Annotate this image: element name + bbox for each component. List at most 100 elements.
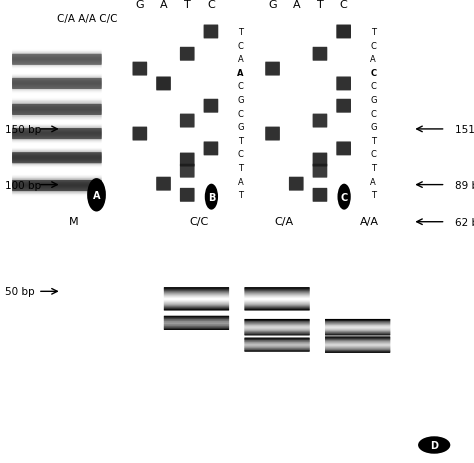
FancyBboxPatch shape	[245, 288, 310, 289]
FancyBboxPatch shape	[325, 349, 390, 350]
FancyBboxPatch shape	[12, 126, 102, 130]
FancyBboxPatch shape	[313, 164, 327, 178]
FancyBboxPatch shape	[164, 299, 229, 300]
FancyBboxPatch shape	[325, 350, 390, 351]
FancyBboxPatch shape	[325, 330, 390, 331]
FancyBboxPatch shape	[12, 113, 102, 116]
FancyBboxPatch shape	[164, 288, 229, 289]
FancyBboxPatch shape	[325, 322, 390, 323]
FancyBboxPatch shape	[325, 347, 390, 348]
Text: G: G	[136, 0, 144, 10]
FancyBboxPatch shape	[325, 348, 390, 349]
FancyBboxPatch shape	[245, 309, 310, 311]
FancyBboxPatch shape	[12, 78, 102, 82]
FancyBboxPatch shape	[12, 105, 102, 109]
Text: 100 bp: 100 bp	[5, 180, 41, 190]
Text: T: T	[371, 137, 376, 145]
Text: A: A	[237, 69, 244, 78]
Text: T: T	[238, 191, 243, 200]
FancyBboxPatch shape	[265, 63, 280, 76]
FancyBboxPatch shape	[12, 104, 102, 108]
FancyBboxPatch shape	[245, 346, 310, 347]
Text: C: C	[207, 0, 215, 10]
FancyBboxPatch shape	[164, 309, 229, 311]
FancyBboxPatch shape	[245, 344, 310, 345]
FancyBboxPatch shape	[164, 316, 229, 317]
FancyBboxPatch shape	[245, 322, 310, 324]
FancyBboxPatch shape	[85, 318, 115, 324]
FancyBboxPatch shape	[12, 59, 102, 63]
FancyBboxPatch shape	[325, 324, 390, 325]
Text: M: M	[69, 217, 78, 227]
FancyBboxPatch shape	[12, 151, 102, 156]
Text: C/C: C/C	[190, 217, 209, 227]
Text: A: A	[237, 177, 244, 186]
FancyBboxPatch shape	[245, 347, 310, 348]
FancyBboxPatch shape	[164, 305, 229, 307]
Text: T: T	[238, 137, 243, 145]
FancyBboxPatch shape	[85, 266, 115, 272]
FancyBboxPatch shape	[325, 345, 390, 347]
FancyBboxPatch shape	[245, 293, 310, 295]
Text: C: C	[237, 109, 244, 119]
FancyBboxPatch shape	[245, 328, 310, 329]
Text: C: C	[370, 150, 376, 159]
FancyBboxPatch shape	[12, 109, 102, 113]
FancyBboxPatch shape	[12, 56, 102, 60]
FancyBboxPatch shape	[12, 162, 102, 166]
FancyBboxPatch shape	[325, 327, 390, 329]
FancyBboxPatch shape	[85, 276, 115, 283]
FancyBboxPatch shape	[12, 158, 102, 163]
Text: T: T	[238, 164, 243, 173]
FancyBboxPatch shape	[12, 138, 102, 142]
Text: T: T	[184, 0, 191, 10]
FancyBboxPatch shape	[164, 321, 229, 322]
FancyBboxPatch shape	[336, 25, 351, 39]
FancyBboxPatch shape	[164, 300, 229, 302]
FancyBboxPatch shape	[245, 324, 310, 325]
FancyBboxPatch shape	[245, 334, 310, 335]
FancyBboxPatch shape	[164, 328, 229, 330]
FancyBboxPatch shape	[164, 322, 229, 323]
FancyBboxPatch shape	[12, 55, 102, 66]
FancyBboxPatch shape	[325, 343, 390, 344]
FancyBboxPatch shape	[12, 86, 102, 90]
FancyBboxPatch shape	[85, 305, 115, 311]
FancyBboxPatch shape	[164, 328, 229, 329]
FancyBboxPatch shape	[245, 331, 310, 332]
Text: C: C	[237, 42, 244, 50]
FancyBboxPatch shape	[245, 343, 310, 344]
FancyBboxPatch shape	[164, 318, 229, 319]
FancyBboxPatch shape	[325, 331, 390, 332]
FancyBboxPatch shape	[245, 348, 310, 349]
Circle shape	[205, 184, 218, 210]
FancyBboxPatch shape	[245, 330, 310, 331]
FancyBboxPatch shape	[245, 331, 310, 332]
FancyBboxPatch shape	[12, 108, 102, 112]
Text: A: A	[93, 190, 100, 200]
FancyBboxPatch shape	[325, 334, 390, 336]
FancyBboxPatch shape	[164, 329, 229, 330]
FancyBboxPatch shape	[12, 52, 102, 56]
Text: D: D	[430, 440, 438, 450]
Text: G: G	[370, 123, 376, 132]
Text: C: C	[370, 109, 376, 119]
FancyBboxPatch shape	[164, 298, 229, 300]
FancyBboxPatch shape	[265, 127, 280, 141]
Text: 151 bp: 151 bp	[455, 125, 474, 135]
FancyBboxPatch shape	[164, 293, 229, 295]
FancyBboxPatch shape	[164, 301, 229, 303]
FancyBboxPatch shape	[12, 76, 102, 80]
FancyBboxPatch shape	[12, 80, 102, 84]
FancyBboxPatch shape	[12, 82, 102, 86]
FancyBboxPatch shape	[12, 187, 102, 191]
FancyBboxPatch shape	[245, 329, 310, 330]
FancyBboxPatch shape	[245, 294, 310, 296]
Text: A: A	[370, 177, 376, 186]
FancyBboxPatch shape	[245, 333, 310, 334]
FancyBboxPatch shape	[245, 291, 310, 293]
FancyBboxPatch shape	[245, 322, 310, 323]
Text: C: C	[370, 69, 376, 78]
FancyBboxPatch shape	[325, 344, 390, 346]
FancyBboxPatch shape	[245, 341, 310, 342]
